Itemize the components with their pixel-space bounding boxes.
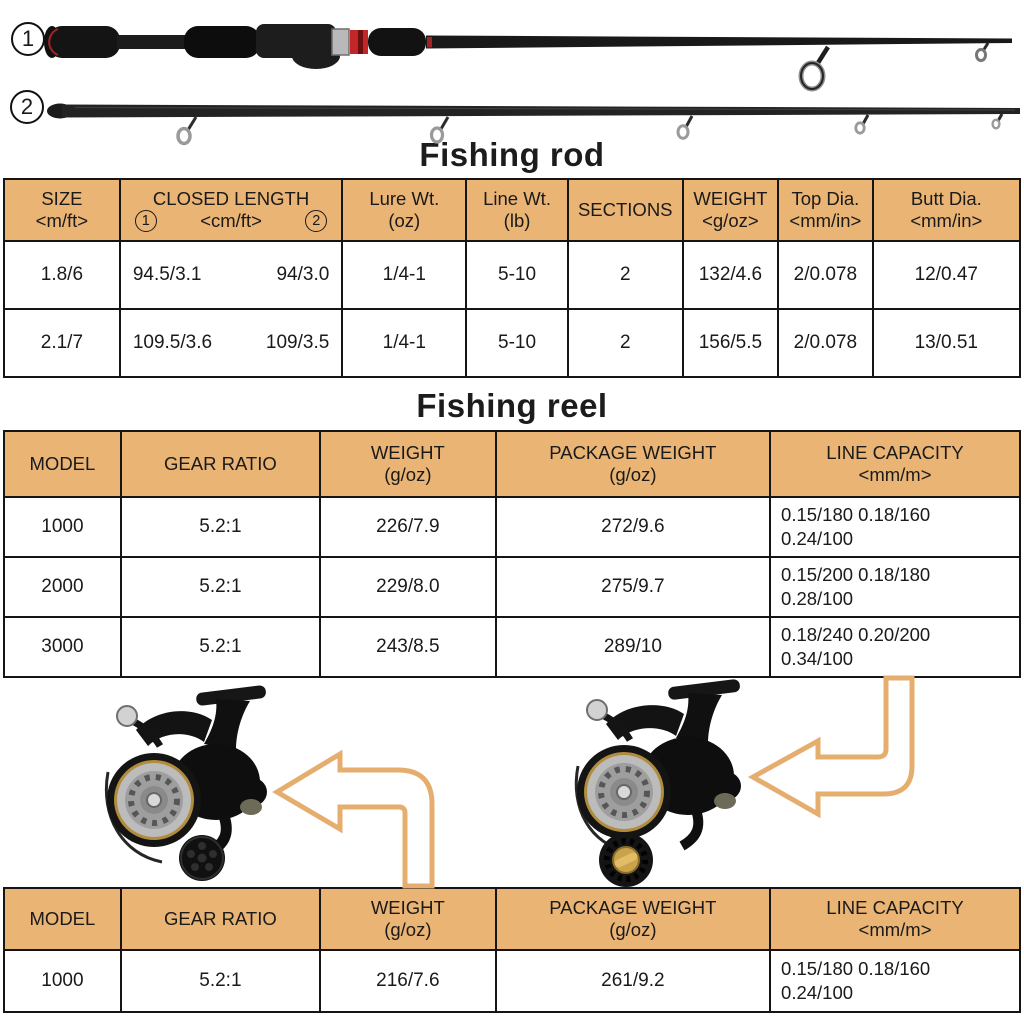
col-weight: WEIGHT <g/oz>: [681, 178, 780, 242]
cell-package-weight: 289/10: [494, 616, 772, 678]
col-lure-wt: Lure Wt. (oz): [341, 178, 468, 242]
cell-sections: 2: [566, 240, 684, 310]
col-top-dia: Top Dia. <mm/in>: [777, 178, 874, 242]
rod-section-title: Fishing rod: [419, 136, 605, 173]
rod-spec-table: SIZE <m/ft> CLOSED LENGTH 1 <cm/ft> 2 Lur…: [3, 178, 1022, 378]
cell-weight: 229/8.0: [318, 556, 497, 618]
cell-line-capacity: 0.15/200 0.18/180 0.28/100: [769, 556, 1021, 618]
curved-arrow-left-reel-icon: [272, 749, 435, 889]
col-line-capacity: LINE CAPACITY <mm/m>: [769, 887, 1021, 951]
cell-top-dia: 2/0.078: [777, 240, 874, 310]
reel-table-row: 3000 5.2:1 243/8.5 289/10 0.18/240 0.20/…: [3, 616, 1021, 678]
cell-top-dia: 2/0.078: [777, 308, 874, 378]
cell-gear-ratio: 5.2:1: [119, 496, 321, 558]
reel-section-title: Fishing reel: [416, 387, 608, 424]
cell-weight: 216/7.6: [318, 949, 497, 1013]
cell-line-capacity: 0.15/180 0.18/160 0.24/100: [769, 496, 1021, 558]
reel-images-section: [0, 675, 1024, 889]
col-weight: WEIGHT (g/oz): [318, 887, 497, 951]
cell-butt-dia: 13/0.51: [871, 308, 1022, 378]
cell-closed-length: 94.5/3.1 94/3.0: [118, 240, 344, 310]
rod-2-label-digit: 2: [20, 94, 34, 119]
col-line-wt: Line Wt. (lb): [465, 178, 569, 242]
reel-table-row: 1000 5.2:1 226/7.9 272/9.6 0.15/180 0.18…: [3, 496, 1021, 558]
col-gear-ratio: GEAR RATIO: [119, 430, 321, 498]
cell-line-capacity: 0.15/180 0.18/160 0.24/100: [769, 949, 1021, 1013]
reel-image-right: [574, 679, 741, 887]
circled-1-icon: 1: [134, 209, 157, 232]
reel-table-header-row: MODEL GEAR RATIO WEIGHT (g/oz) PACKAGE WE…: [3, 430, 1021, 498]
arrow-annotations: [272, 675, 915, 889]
rod-table-row: 1.8/6 94.5/3.1 94/3.0 1/4-1 5-10 2 132/4.…: [3, 240, 1022, 310]
col-sections: SECTIONS: [566, 178, 684, 242]
cell-model: 1000: [3, 496, 122, 558]
reel-table-row: 2000 5.2:1 229/8.0 275/9.7 0.15/200 0.18…: [3, 556, 1021, 618]
col-gear-ratio: GEAR RATIO: [119, 887, 321, 951]
col-butt-dia: Butt Dia. <mm/in>: [871, 178, 1022, 242]
rod-1-label: 1: [11, 22, 45, 56]
cell-closed-length: 109.5/3.6 109/3.5: [118, 308, 344, 378]
cell-package-weight: 272/9.6: [494, 496, 772, 558]
rod-1-label-digit: 1: [21, 26, 35, 51]
cell-size: 2.1/7: [3, 308, 121, 378]
col-model: MODEL: [3, 430, 122, 498]
col-line-capacity: LINE CAPACITY <mm/m>: [769, 430, 1021, 498]
cell-model: 1000: [3, 949, 122, 1013]
rod-1-image: [44, 24, 1012, 92]
rod-2-label: 2: [10, 90, 44, 124]
cell-weight: 226/7.9: [318, 496, 497, 558]
cell-line-wt: 5-10: [465, 308, 569, 378]
cell-gear-ratio: 5.2:1: [119, 949, 321, 1013]
cell-weight: 243/8.5: [318, 616, 497, 678]
cell-line-wt: 5-10: [465, 240, 569, 310]
spare-spool: [599, 833, 653, 887]
cell-size: 1.8/6: [3, 240, 121, 310]
col-model: MODEL: [3, 887, 122, 951]
reel-bottom-row: 1000 5.2:1 216/7.6 261/9.2 0.15/180 0.18…: [3, 949, 1021, 1013]
cell-butt-dia: 12/0.47: [871, 240, 1022, 310]
cell-lure-wt: 1/4-1: [341, 240, 468, 310]
cell-sections: 2: [566, 308, 684, 378]
cell-package-weight: 261/9.2: [494, 949, 772, 1013]
col-closed-length: CLOSED LENGTH 1 <cm/ft> 2: [118, 178, 344, 242]
cell-gear-ratio: 5.2:1: [119, 556, 321, 618]
reel-image-left: [104, 685, 267, 881]
rod-2-image: [47, 103, 1020, 146]
cell-weight: 156/5.5: [681, 308, 780, 378]
reel-bottom-header-row: MODEL GEAR RATIO WEIGHT (g/oz) PACKAGE WE…: [3, 887, 1021, 951]
cell-lure-wt: 1/4-1: [341, 308, 468, 378]
col-package-weight: PACKAGE WEIGHT (g/oz): [494, 430, 772, 498]
col-size: SIZE <m/ft>: [3, 178, 121, 242]
reel-spec-table: MODEL GEAR RATIO WEIGHT (g/oz) PACKAGE WE…: [3, 430, 1021, 678]
col-weight: WEIGHT (g/oz): [318, 430, 497, 498]
reel-spec-table-bottom: MODEL GEAR RATIO WEIGHT (g/oz) PACKAGE WE…: [3, 887, 1021, 1013]
curved-arrow-right-reel-icon: [747, 675, 915, 819]
cell-model: 3000: [3, 616, 122, 678]
rod-images-section: 1 2: [0, 0, 1024, 146]
col-package-weight: PACKAGE WEIGHT (g/oz): [494, 887, 772, 951]
cell-gear-ratio: 5.2:1: [119, 616, 321, 678]
cell-weight: 132/4.6: [681, 240, 780, 310]
fishing-rod-illustrations: [44, 24, 1020, 146]
circled-2-icon: 2: [305, 209, 328, 232]
rod-table-row: 2.1/7 109.5/3.6 109/3.5 1/4-1 5-10 2 156/…: [3, 308, 1022, 378]
cell-model: 2000: [3, 556, 122, 618]
cell-line-capacity: 0.18/240 0.20/200 0.34/100: [769, 616, 1021, 678]
cell-package-weight: 275/9.7: [494, 556, 772, 618]
rod-table-header-row: SIZE <m/ft> CLOSED LENGTH 1 <cm/ft> 2 Lur…: [3, 178, 1022, 242]
